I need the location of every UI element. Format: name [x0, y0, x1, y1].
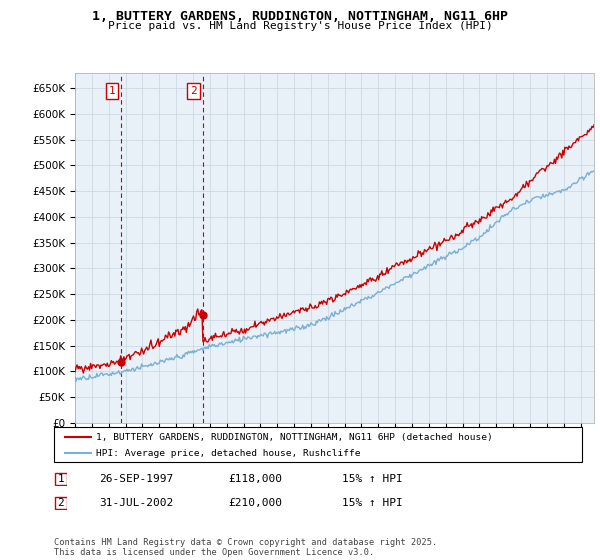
- Text: £118,000: £118,000: [228, 474, 282, 484]
- Text: 26-SEP-1997: 26-SEP-1997: [99, 474, 173, 484]
- Text: Price paid vs. HM Land Registry's House Price Index (HPI): Price paid vs. HM Land Registry's House …: [107, 21, 493, 31]
- Text: 1, BUTTERY GARDENS, RUDDINGTON, NOTTINGHAM, NG11 6HP (detached house): 1, BUTTERY GARDENS, RUDDINGTON, NOTTINGH…: [96, 432, 493, 441]
- FancyBboxPatch shape: [55, 497, 67, 509]
- Text: 31-JUL-2002: 31-JUL-2002: [99, 498, 173, 508]
- Text: Contains HM Land Registry data © Crown copyright and database right 2025.
This d: Contains HM Land Registry data © Crown c…: [54, 538, 437, 557]
- Text: 2: 2: [57, 498, 64, 508]
- Text: 2: 2: [190, 86, 197, 96]
- Text: 15% ↑ HPI: 15% ↑ HPI: [342, 498, 403, 508]
- Text: 1: 1: [57, 474, 64, 484]
- FancyBboxPatch shape: [55, 473, 67, 485]
- Text: 1, BUTTERY GARDENS, RUDDINGTON, NOTTINGHAM, NG11 6HP: 1, BUTTERY GARDENS, RUDDINGTON, NOTTINGH…: [92, 10, 508, 23]
- FancyBboxPatch shape: [54, 427, 582, 462]
- Text: £210,000: £210,000: [228, 498, 282, 508]
- Text: 1: 1: [109, 86, 115, 96]
- Text: 15% ↑ HPI: 15% ↑ HPI: [342, 474, 403, 484]
- Text: HPI: Average price, detached house, Rushcliffe: HPI: Average price, detached house, Rush…: [96, 449, 361, 458]
